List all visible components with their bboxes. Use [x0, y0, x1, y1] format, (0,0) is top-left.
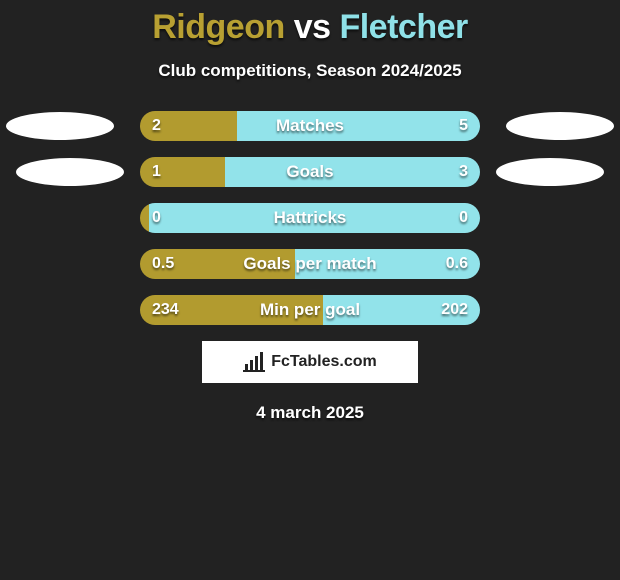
- bar-left: [140, 111, 237, 141]
- bar-wrap: [140, 295, 480, 325]
- player1-name: Ridgeon: [152, 8, 284, 46]
- stat-row: Min per goal234202: [0, 295, 620, 325]
- chart-icon: [243, 352, 265, 372]
- bar-wrap: [140, 203, 480, 233]
- stat-rows: Matches25 Goals13 Hattricks00 Goals per mat…: [0, 111, 620, 325]
- bar-wrap: [140, 111, 480, 141]
- bar-left: [140, 203, 149, 233]
- bar-left: [140, 295, 323, 325]
- bar-wrap: [140, 157, 480, 187]
- subtitle: Club competitions, Season 2024/2025: [0, 61, 620, 81]
- stat-row: Goals per match0.50.6: [0, 249, 620, 279]
- stat-row: Goals13: [0, 157, 620, 187]
- page-title: Ridgeon vs Fletcher: [0, 0, 620, 47]
- brand-text: FcTables.com: [271, 353, 377, 371]
- comparison-infographic: Ridgeon vs Fletcher Club competitions, S…: [0, 0, 620, 580]
- bar-wrap: [140, 249, 480, 279]
- stat-row: Hattricks00: [0, 203, 620, 233]
- brand-box: FcTables.com: [202, 341, 418, 383]
- bar-left: [140, 249, 295, 279]
- bar-right: [225, 157, 480, 187]
- right-oval: [506, 112, 614, 140]
- bar-right: [237, 111, 480, 141]
- left-oval: [16, 158, 124, 186]
- player2-name: Fletcher: [339, 8, 467, 46]
- bar-right: [149, 203, 481, 233]
- vs-label: vs: [294, 8, 331, 46]
- stat-row: Matches25: [0, 111, 620, 141]
- bar-right: [323, 295, 480, 325]
- left-oval: [6, 112, 114, 140]
- bar-right: [295, 249, 480, 279]
- date-text: 4 march 2025: [0, 403, 620, 423]
- right-oval: [496, 158, 604, 186]
- bar-left: [140, 157, 225, 187]
